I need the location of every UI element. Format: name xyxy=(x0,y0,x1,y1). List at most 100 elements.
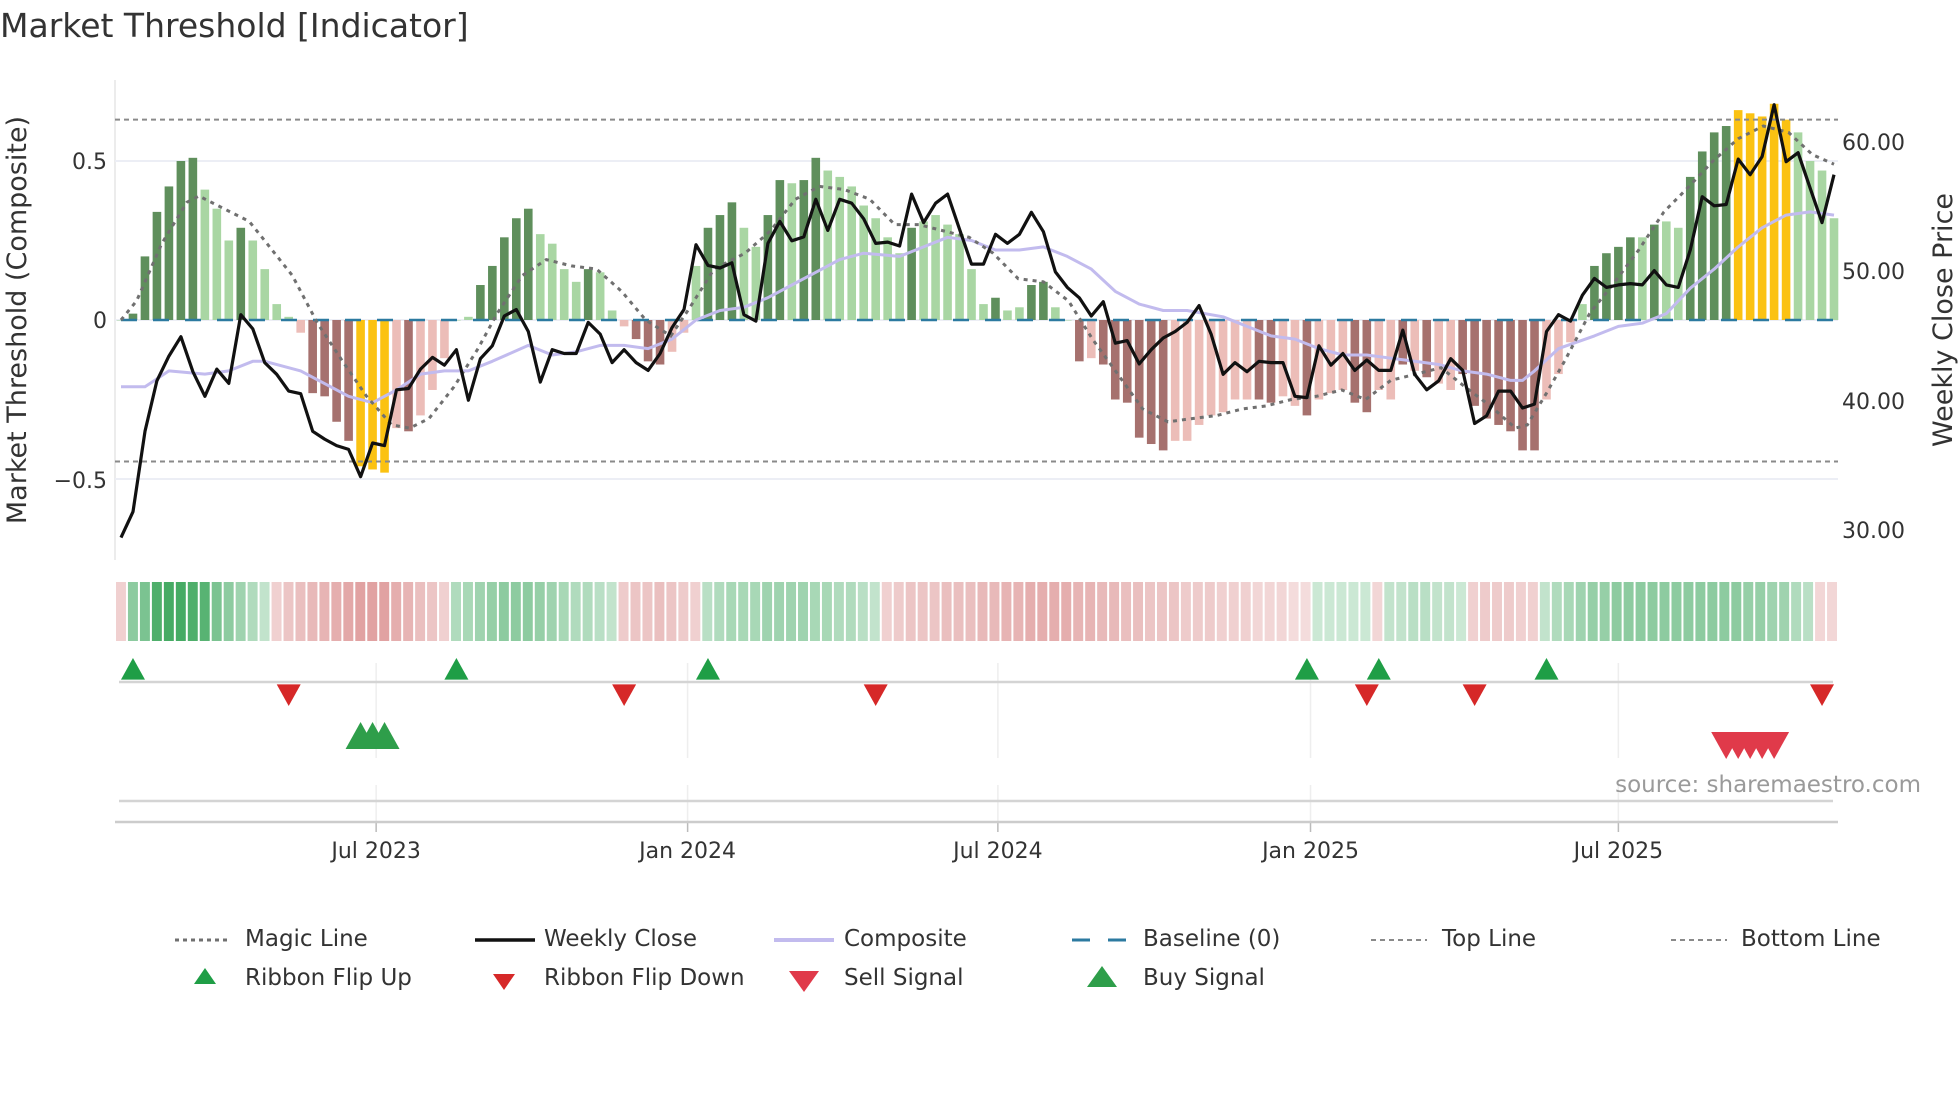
ribbon-cell xyxy=(127,582,138,641)
histogram-bar xyxy=(1326,320,1336,394)
histogram-bar xyxy=(1290,320,1300,406)
histogram-bar xyxy=(428,320,437,390)
histogram-bar xyxy=(476,285,485,320)
ribbon-cell xyxy=(1420,582,1431,641)
ribbon-cell xyxy=(1575,582,1586,641)
histogram-bar xyxy=(224,240,234,320)
ribbon-cell xyxy=(367,582,378,641)
ribbon-cell xyxy=(845,582,856,641)
ribbon-cell xyxy=(1731,582,1742,641)
histogram-bar xyxy=(703,227,713,320)
histogram-bar xyxy=(1470,320,1479,406)
legend-sell-signal: Sell Signal xyxy=(844,965,964,991)
histogram-bar xyxy=(212,208,222,320)
ribbon-cell xyxy=(116,582,126,641)
histogram-bar xyxy=(320,320,329,397)
source-label: source: sharemaestro.com xyxy=(1615,772,1921,798)
ribbon-cell xyxy=(786,582,797,641)
histogram-bar xyxy=(344,320,353,441)
histogram-bar xyxy=(583,269,593,320)
ribbon-cell xyxy=(833,582,844,641)
ribbon-cell xyxy=(1551,582,1562,641)
histogram-bar xyxy=(847,186,857,320)
ribbon-cell xyxy=(1121,582,1132,641)
histogram-bar xyxy=(1410,320,1420,371)
histogram-bar xyxy=(1422,320,1432,378)
ribbon-cell xyxy=(451,582,461,641)
histogram-bar xyxy=(1278,320,1288,397)
ribbon-cell xyxy=(654,582,665,641)
ribbon-cell xyxy=(199,582,210,641)
legend-baseline-swatch xyxy=(1072,938,1128,942)
ribbon-cell xyxy=(1659,582,1670,641)
ribbon-cell xyxy=(821,582,832,641)
ribbon-cell xyxy=(271,582,282,641)
legend-top-line: Top Line xyxy=(1442,926,1537,952)
histogram-bar xyxy=(308,320,317,394)
ribbon-cell xyxy=(1647,582,1658,641)
histogram-bar xyxy=(1158,320,1168,451)
histogram-bar xyxy=(464,316,473,320)
histogram-bar xyxy=(176,161,186,320)
histogram-bar xyxy=(248,240,258,320)
histogram-bar xyxy=(1194,320,1204,425)
histogram-bar xyxy=(1434,320,1443,384)
ribbon-cell xyxy=(486,582,497,641)
histogram-bar xyxy=(1590,265,1599,320)
ribbon-flip-up-marker xyxy=(1366,658,1391,680)
legend-sell-signal-icon xyxy=(789,971,819,992)
legend-flip-down-icon xyxy=(493,974,515,990)
ribbon-cell xyxy=(1456,582,1467,641)
ribbon-cell xyxy=(881,582,892,641)
histogram-bar xyxy=(1230,320,1240,400)
legend-magic-line: Magic Line xyxy=(245,926,368,952)
y2-tick-label: 60.00 xyxy=(1842,131,1905,156)
legend-weekly-close: Weekly Close xyxy=(544,926,697,952)
legend-baseline: Baseline (0) xyxy=(1143,926,1281,952)
histogram-bar xyxy=(1134,320,1144,438)
histogram-bar xyxy=(883,237,892,320)
histogram-bar xyxy=(907,227,916,320)
buy-signal-marker xyxy=(369,722,400,749)
ribbon-flip-down-marker xyxy=(612,684,637,706)
ribbon-cell xyxy=(1527,582,1538,641)
ribbon-cell xyxy=(1611,582,1622,641)
y-tick-label: −0.5 xyxy=(54,469,107,494)
histogram-bar xyxy=(1721,126,1731,321)
legend-flip-up-icon xyxy=(194,968,216,984)
histogram-bar xyxy=(631,320,641,340)
histogram-bar xyxy=(679,320,689,333)
ribbon-cell xyxy=(415,582,426,641)
gridlines xyxy=(114,80,1838,832)
ribbon-cell xyxy=(1192,582,1203,641)
ribbon-cell xyxy=(1156,582,1167,641)
ribbon-cell xyxy=(1276,582,1287,641)
x-tick-label: Jul 2024 xyxy=(951,839,1043,864)
ribbon-cell xyxy=(798,582,808,641)
histogram-bar xyxy=(1566,320,1575,343)
ribbon-cell xyxy=(319,582,330,641)
histogram-bar xyxy=(1350,320,1360,403)
ribbon-cell xyxy=(1671,582,1682,641)
ribbon-cell xyxy=(331,582,342,641)
y2-tick-label: 40.00 xyxy=(1842,390,1905,415)
histogram-bar xyxy=(188,157,198,320)
ribbon-cell xyxy=(534,582,545,641)
ribbon-cell xyxy=(1097,582,1108,641)
histogram-bar xyxy=(1302,320,1312,416)
ribbon-cell xyxy=(1360,582,1371,641)
ribbon-cell xyxy=(917,582,928,641)
ribbon-cell xyxy=(355,582,366,641)
histogram-bar xyxy=(1673,227,1683,320)
histogram-bar xyxy=(799,180,809,320)
ribbon-flip-up-marker xyxy=(120,658,145,680)
ribbon-cell xyxy=(1468,582,1479,641)
histogram-bar xyxy=(236,227,246,320)
legend-ribbon-flip-down: Ribbon Flip Down xyxy=(544,965,745,991)
histogram-bar xyxy=(1110,320,1120,400)
histogram-bar xyxy=(1398,320,1408,365)
y-tick-label: 0 xyxy=(93,309,107,334)
ribbon-cell xyxy=(762,582,773,641)
ribbon-cell xyxy=(666,582,677,641)
